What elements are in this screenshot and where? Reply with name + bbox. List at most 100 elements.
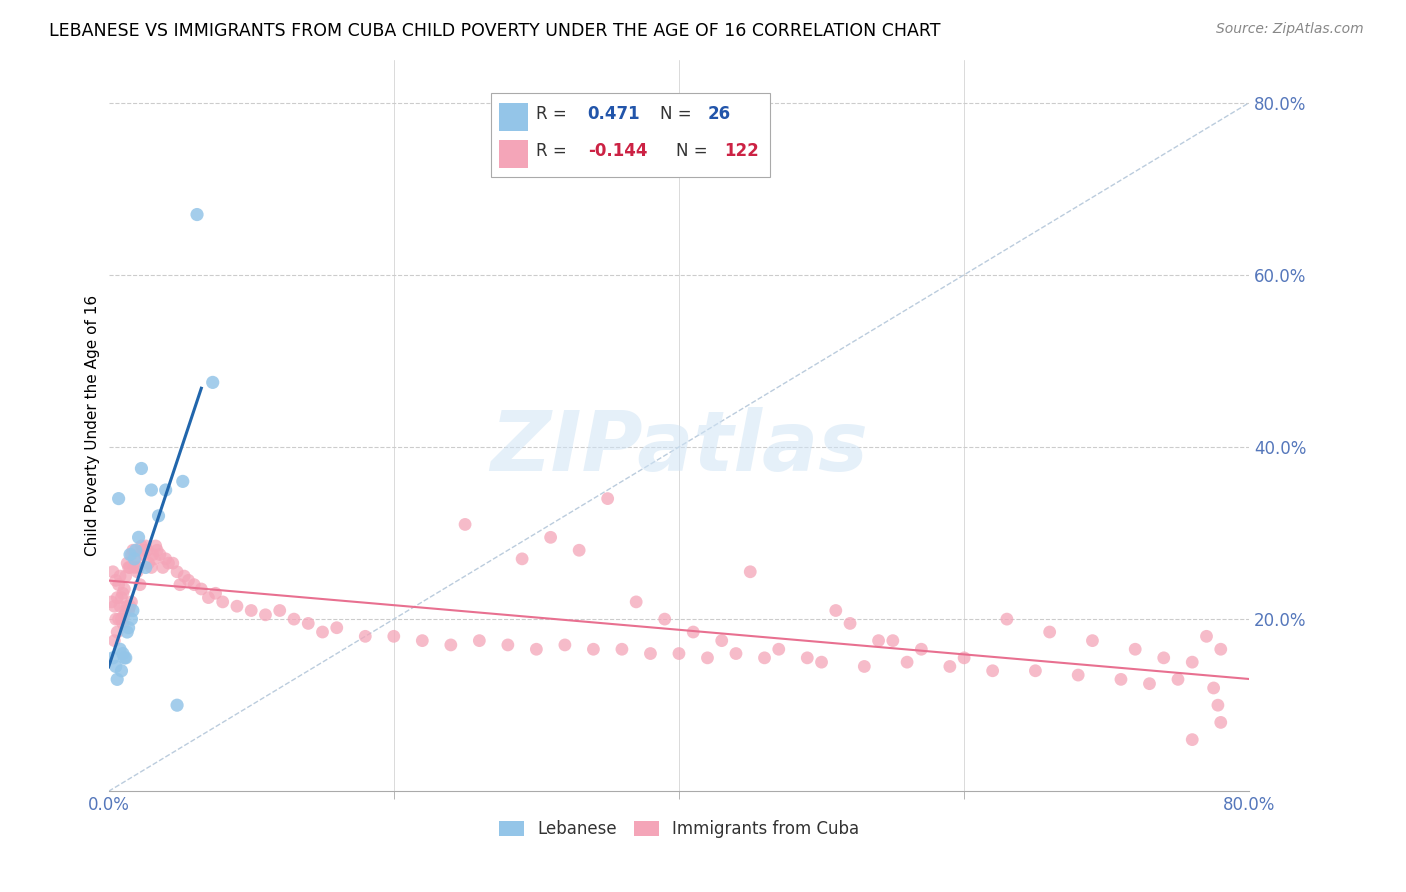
Point: [111, 647, 134, 661]
Point: [740, 565, 762, 579]
Point: [142, 548, 165, 562]
Point: [981, 664, 1004, 678]
Point: [111, 616, 134, 631]
Point: [138, 556, 160, 570]
Point: [724, 647, 747, 661]
Point: [128, 530, 150, 544]
Point: [132, 543, 155, 558]
Point: [110, 612, 132, 626]
Point: [135, 539, 157, 553]
Point: [177, 574, 200, 588]
Point: [114, 650, 136, 665]
FancyBboxPatch shape: [499, 140, 529, 168]
Point: [114, 603, 136, 617]
Point: [1209, 642, 1232, 657]
Legend: Lebanese, Immigrants from Cuba: Lebanese, Immigrants from Cuba: [492, 814, 866, 845]
Point: [411, 633, 433, 648]
Point: [125, 552, 148, 566]
Point: [190, 582, 212, 596]
Point: [824, 603, 846, 617]
Point: [117, 560, 139, 574]
Point: [496, 638, 519, 652]
Point: [953, 650, 976, 665]
Point: [1067, 668, 1090, 682]
Point: [100, 595, 122, 609]
Point: [868, 633, 890, 648]
Point: [143, 552, 166, 566]
Point: [768, 642, 790, 657]
Point: [114, 569, 136, 583]
Point: [145, 539, 167, 553]
Point: [297, 616, 319, 631]
Point: [162, 556, 184, 570]
Point: [101, 565, 124, 579]
Point: [596, 491, 619, 506]
Point: [211, 595, 233, 609]
Point: [124, 552, 146, 566]
Point: [172, 475, 194, 489]
Point: [108, 599, 131, 614]
Point: [610, 642, 633, 657]
Point: [117, 603, 139, 617]
Point: [640, 647, 662, 661]
Point: [710, 633, 733, 648]
Text: 0.471: 0.471: [588, 105, 640, 123]
Point: [882, 633, 904, 648]
Point: [101, 650, 124, 665]
Point: [112, 650, 135, 665]
Point: [108, 642, 131, 657]
Point: [125, 543, 148, 558]
Point: [157, 556, 180, 570]
Point: [107, 577, 129, 591]
Point: [939, 659, 962, 673]
Point: [166, 565, 188, 579]
Point: [108, 569, 131, 583]
Point: [624, 595, 647, 609]
Point: [124, 560, 146, 574]
Point: [155, 552, 177, 566]
Point: [122, 543, 145, 558]
Point: [1181, 655, 1204, 669]
Text: R =: R =: [536, 105, 567, 123]
Point: [524, 642, 547, 657]
Point: [197, 591, 219, 605]
Y-axis label: Child Poverty Under the Age of 16: Child Poverty Under the Age of 16: [86, 295, 100, 556]
Point: [104, 659, 127, 673]
Point: [1024, 664, 1046, 678]
Point: [120, 548, 142, 562]
Text: Source: ZipAtlas.com: Source: ZipAtlas.com: [1216, 22, 1364, 37]
Point: [1039, 625, 1062, 640]
Point: [135, 560, 157, 574]
Point: [468, 633, 491, 648]
Point: [104, 612, 127, 626]
Point: [254, 607, 277, 622]
Point: [115, 556, 138, 570]
Point: [1153, 650, 1175, 665]
Point: [1181, 732, 1204, 747]
Point: [115, 625, 138, 640]
Point: [269, 603, 291, 617]
Point: [910, 642, 932, 657]
Point: [148, 508, 170, 523]
Point: [1195, 629, 1218, 643]
Text: R =: R =: [536, 142, 567, 160]
Point: [127, 565, 149, 579]
Point: [510, 552, 533, 566]
Point: [440, 638, 463, 652]
Point: [112, 582, 135, 596]
Text: LEBANESE VS IMMIGRANTS FROM CUBA CHILD POVERTY UNDER THE AGE OF 16 CORRELATION C: LEBANESE VS IMMIGRANTS FROM CUBA CHILD P…: [49, 22, 941, 40]
Point: [173, 569, 195, 583]
Point: [995, 612, 1018, 626]
Point: [117, 621, 139, 635]
Point: [796, 650, 818, 665]
Text: N =: N =: [659, 105, 692, 123]
Text: -0.144: -0.144: [588, 142, 647, 160]
Point: [568, 543, 591, 558]
Point: [668, 647, 690, 661]
Point: [354, 629, 377, 643]
Point: [105, 625, 128, 640]
Point: [554, 638, 576, 652]
Text: N =: N =: [675, 142, 707, 160]
Point: [118, 599, 141, 614]
Point: [654, 612, 676, 626]
